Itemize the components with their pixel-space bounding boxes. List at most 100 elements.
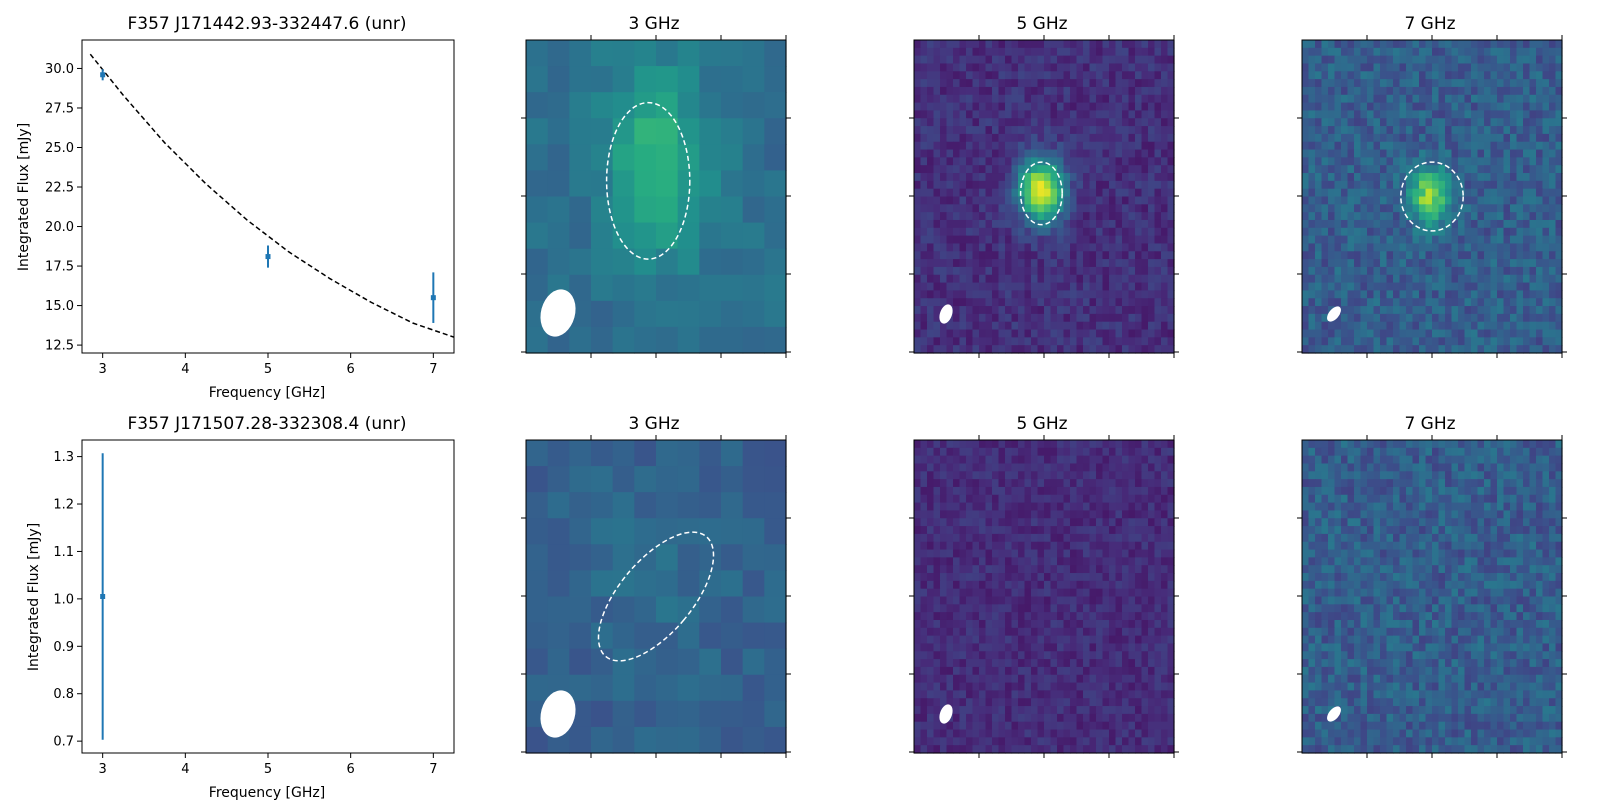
pixel	[1089, 619, 1097, 629]
pixel	[1109, 455, 1117, 465]
pixel	[1122, 274, 1130, 284]
pixel	[1380, 259, 1388, 268]
pixel	[979, 440, 987, 449]
pixel	[1031, 243, 1039, 252]
pixel	[1037, 165, 1045, 174]
pixel	[1122, 619, 1130, 629]
pixel	[1549, 110, 1557, 119]
pixel	[1044, 94, 1052, 104]
pixel	[1529, 219, 1537, 229]
pixel	[972, 455, 980, 465]
pixel	[1135, 259, 1143, 268]
pixel	[1063, 580, 1071, 590]
pixel	[656, 700, 679, 728]
pixel	[699, 674, 722, 702]
pixel	[1109, 635, 1117, 645]
pixel	[1503, 141, 1511, 151]
pixel	[547, 222, 570, 250]
pixel	[1102, 463, 1110, 472]
pixel	[933, 643, 941, 652]
pixel	[1050, 612, 1058, 621]
pixel	[1115, 259, 1123, 268]
pixel	[1438, 102, 1446, 112]
pixel	[1102, 165, 1110, 174]
pixel	[1050, 440, 1058, 449]
pixel	[1024, 463, 1032, 472]
pixel	[569, 622, 592, 650]
pixel	[1057, 212, 1065, 221]
pixel	[946, 259, 954, 268]
pixel	[1044, 102, 1052, 112]
pixel	[1451, 102, 1459, 112]
pixel	[1367, 219, 1375, 229]
pixel	[1089, 604, 1097, 613]
pixel	[940, 321, 948, 331]
pixel	[1018, 165, 1026, 174]
pixel	[1555, 251, 1563, 260]
pixel	[1005, 651, 1013, 660]
pixel	[1328, 55, 1336, 65]
pixel	[1412, 212, 1420, 221]
pixel	[985, 118, 993, 127]
pixel	[992, 690, 1000, 699]
pixel	[1321, 118, 1329, 127]
pixel	[1076, 659, 1084, 668]
pixel	[764, 196, 787, 224]
pixel	[1031, 133, 1039, 143]
pixel	[526, 326, 549, 354]
pixel	[526, 92, 549, 119]
pixel	[1347, 282, 1355, 292]
pixel	[1347, 40, 1355, 49]
pixel	[1516, 86, 1524, 96]
pixel	[972, 47, 980, 57]
pixel	[1109, 502, 1117, 512]
pixel	[998, 157, 1006, 166]
pixel	[979, 219, 987, 229]
pixel	[1154, 596, 1162, 605]
pixel	[1050, 557, 1058, 566]
pixel	[1154, 251, 1162, 260]
pixel	[1503, 47, 1511, 57]
pixel	[979, 549, 987, 558]
pixel	[1341, 133, 1349, 143]
pixel	[1445, 165, 1453, 174]
pixel	[1432, 94, 1440, 104]
pixel	[1555, 71, 1563, 80]
pixel	[1037, 698, 1045, 707]
pixel	[1063, 55, 1071, 65]
pixel	[1024, 180, 1032, 190]
pixel	[1167, 204, 1175, 213]
pixel	[1109, 447, 1117, 457]
pixel	[1076, 329, 1084, 338]
pixel	[1445, 79, 1453, 88]
pixel	[1070, 235, 1078, 245]
pixel	[547, 118, 570, 145]
pixel	[1096, 674, 1104, 684]
pixel	[1451, 94, 1459, 104]
pixel	[985, 259, 993, 268]
pixel	[914, 110, 922, 119]
pixel	[1011, 486, 1019, 496]
pixel	[526, 40, 549, 67]
pixel	[1135, 486, 1143, 496]
pixel	[1070, 306, 1078, 315]
pixel	[1555, 188, 1563, 198]
pixel	[1315, 337, 1323, 346]
pixel	[1497, 266, 1505, 276]
pixel	[992, 79, 1000, 88]
pixel	[1096, 94, 1104, 104]
pixel	[1161, 243, 1169, 252]
pixel	[1063, 619, 1071, 629]
pixel	[979, 251, 987, 260]
pixel	[1102, 471, 1110, 480]
pixel	[1148, 533, 1156, 543]
pixel	[972, 596, 980, 605]
pixel	[1412, 298, 1420, 307]
pixel	[1128, 149, 1136, 158]
pixel	[959, 510, 967, 519]
pixel	[933, 290, 941, 299]
pixel	[1360, 259, 1368, 268]
pixel	[1432, 337, 1440, 346]
pixel	[1445, 306, 1453, 315]
pixel	[526, 170, 549, 198]
